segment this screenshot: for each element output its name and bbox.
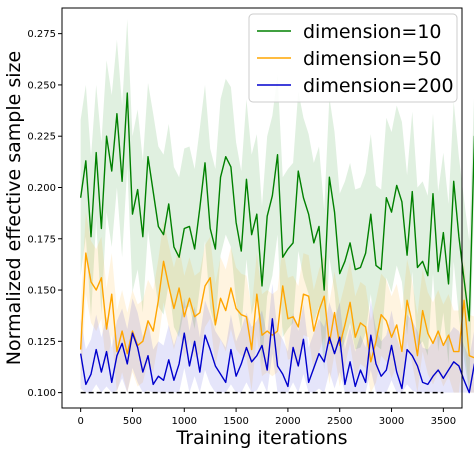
legend: dimension=10 dimension=50 dimension=200 [248, 13, 458, 103]
x-tick-label: 3000 [379, 416, 404, 427]
legend-box [248, 13, 458, 103]
x-tick-label: 1000 [172, 416, 197, 427]
y-axis-title: Normalized effective sample size [3, 51, 25, 365]
confidence-band-1 [80, 19, 474, 393]
x-tick-label: 3500 [431, 416, 456, 427]
x-axis-ticks: 0 500 1000 1500 2000 2500 3000 3500 [77, 408, 456, 427]
x-tick-label: 500 [123, 416, 142, 427]
x-axis-title: Training iterations [175, 427, 347, 449]
y-tick-label: 0.125 [27, 337, 56, 348]
y-tick-label: 0.275 [27, 29, 56, 40]
y-tick-label: 0.250 [27, 80, 56, 91]
y-tick-label: 0.225 [27, 132, 56, 143]
x-tick-label: 0 [77, 416, 83, 427]
plot-frame [61, 7, 463, 409]
y-tick-label: 0.200 [27, 183, 56, 194]
y-tick-label: 0.100 [27, 388, 56, 399]
y-axis-ticks: 0.100 0.125 0.150 0.175 0.200 0.225 0.250 0.275 [27, 29, 62, 399]
y-tick-label: 0.150 [27, 286, 56, 297]
x-tick-label: 2000 [275, 416, 300, 427]
legend-label-1: dimension=10 [303, 21, 442, 43]
x-tick-label: 1500 [223, 416, 248, 427]
legend-label-3: dimension=200 [303, 75, 454, 97]
y-tick-label: 0.175 [27, 234, 56, 245]
legend-label-2: dimension=50 [303, 48, 442, 70]
x-tick-label: 2500 [327, 416, 352, 427]
